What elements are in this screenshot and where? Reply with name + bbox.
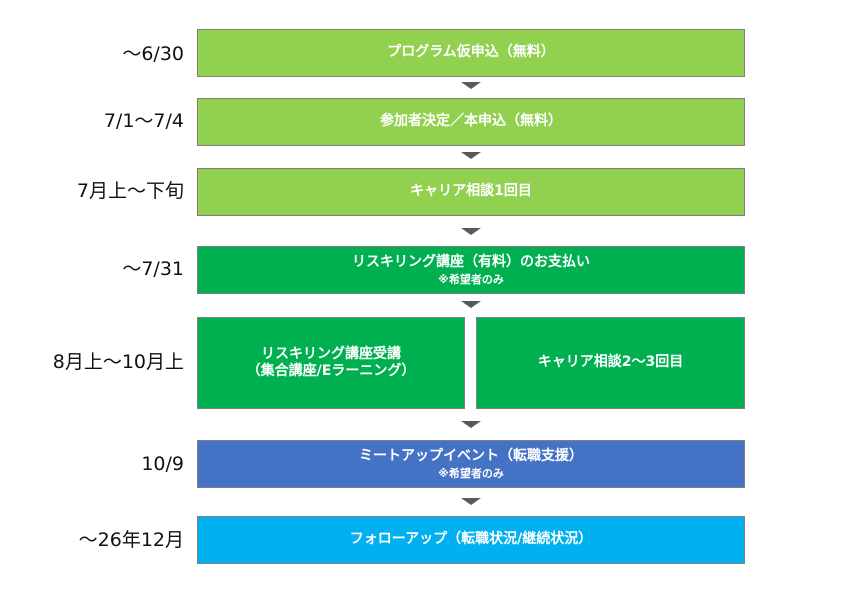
arrow-down-icon [461,152,481,159]
arrow-down-icon [461,301,481,308]
step-3-date: 7月上～下旬 [76,180,184,202]
arrow-down-icon [461,421,481,428]
step-5-date: 8月上～10月上 [52,351,184,373]
step-6-box: ミートアップイベント（転職支援） ※希望者のみ [197,440,745,488]
step-6-date: 10/9 [141,453,184,475]
step-1-label: プログラム仮申込（無料） [387,44,555,61]
step-1-box: プログラム仮申込（無料） [197,29,745,77]
step-6-note: ※希望者のみ [438,467,504,481]
step-4-note: ※希望者のみ [438,273,504,287]
step-7-label: フォローアップ（転職状況/継続状況） [349,531,593,548]
step-5-course-box: リスキリング講座受講 （集合講座/Eラーニング） [197,317,465,409]
step-2-label: 参加者決定／本申込（無料） [380,113,562,130]
step-5-course-line1: リスキリング講座受講 [261,345,401,362]
step-5-course-line2: （集合講座/Eラーニング） [246,363,416,379]
step-1-date: ～6/30 [122,43,184,65]
arrow-down-icon [461,498,481,505]
step-4-date: ～7/31 [122,258,184,280]
step-2-date: 7/1～7/4 [103,110,184,132]
step-7-date: ～26年12月 [78,529,184,551]
step-2-box: 参加者決定／本申込（無料） [197,98,745,146]
step-7-box: フォローアップ（転職状況/継続状況） [197,516,745,564]
step-3-label: キャリア相談1回目 [410,183,532,200]
step-4-box: リスキリング講座（有料）のお支払い ※希望者のみ [197,246,745,294]
step-6-label: ミートアップイベント（転職支援） [359,447,583,464]
step-4-label: リスキリング講座（有料）のお支払い [352,253,590,270]
arrow-down-icon [461,82,481,89]
step-5-career-label: キャリア相談2～3回目 [537,354,684,371]
step-3-box: キャリア相談1回目 [197,168,745,216]
arrow-down-icon [461,228,481,235]
step-5-career-box: キャリア相談2～3回目 [476,317,745,409]
